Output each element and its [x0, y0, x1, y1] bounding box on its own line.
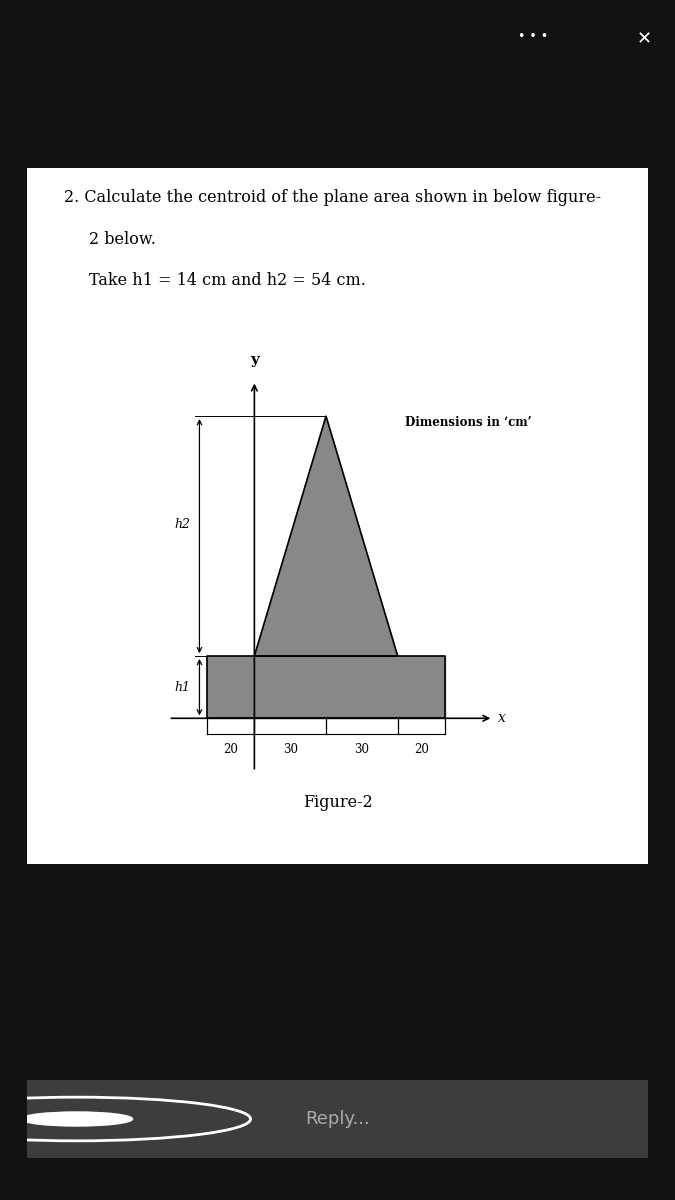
Text: x: x — [498, 712, 506, 725]
Text: Figure-2: Figure-2 — [302, 794, 373, 811]
Text: 30: 30 — [354, 743, 369, 756]
FancyBboxPatch shape — [0, 1076, 675, 1162]
Text: Reply...: Reply... — [305, 1110, 370, 1128]
Text: 30: 30 — [283, 743, 298, 756]
Text: 20: 20 — [414, 743, 429, 756]
Text: h2: h2 — [174, 517, 190, 530]
Text: ✕: ✕ — [637, 30, 652, 48]
Text: • • •: • • • — [518, 30, 548, 43]
Text: Take h1 = 14 cm and h2 = 54 cm.: Take h1 = 14 cm and h2 = 54 cm. — [89, 272, 366, 289]
FancyBboxPatch shape — [21, 161, 654, 871]
Polygon shape — [207, 656, 446, 719]
Text: 2 below.: 2 below. — [89, 230, 156, 247]
Text: y: y — [250, 353, 259, 367]
Polygon shape — [254, 416, 398, 656]
Text: 20: 20 — [223, 743, 238, 756]
Text: Dimensions in ‘cm’: Dimensions in ‘cm’ — [405, 416, 532, 430]
Text: h1: h1 — [174, 680, 190, 694]
Text: 2. Calculate the centroid of the plane area shown in below figure-: 2. Calculate the centroid of the plane a… — [64, 188, 601, 206]
Circle shape — [21, 1112, 132, 1126]
